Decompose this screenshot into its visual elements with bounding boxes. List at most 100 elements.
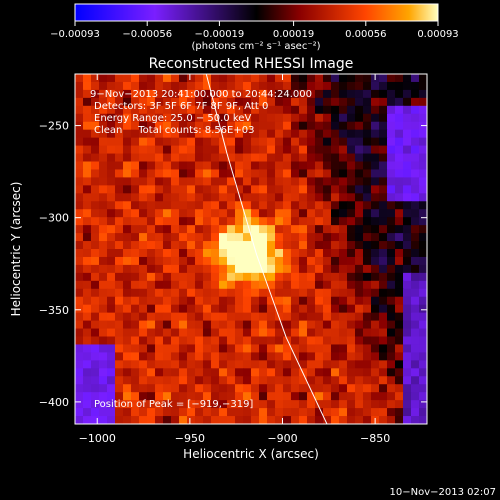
heatmap-cell: [267, 217, 276, 226]
heatmap-cell: [115, 336, 124, 346]
heatmap-cell: [395, 225, 404, 234]
heatmap-cell: [411, 225, 420, 234]
heatmap-cell: [123, 360, 132, 369]
heatmap-cell: [243, 384, 252, 393]
heatmap-cell: [163, 185, 172, 194]
heatmap-cell: [315, 129, 324, 139]
heatmap-cell: [75, 280, 84, 290]
heatmap-cell: [227, 280, 236, 290]
heatmap-cell: [315, 392, 324, 401]
heatmap-cell: [227, 105, 236, 115]
heatmap-cell: [347, 360, 356, 369]
heatmap-cell: [83, 352, 92, 361]
heatmap-cell: [331, 193, 340, 202]
heatmap-cell: [379, 201, 388, 210]
colorbar-units: (photons cm⁻² s⁻¹ asec⁻²): [191, 41, 320, 52]
heatmap-cell: [363, 272, 372, 282]
heatmap-cell: [291, 105, 300, 115]
heatmap-cell: [291, 74, 300, 83]
heatmap-cell: [387, 280, 396, 290]
heatmap-cell: [227, 209, 236, 218]
heatmap-cell: [403, 344, 412, 354]
heatmap-cell: [275, 153, 284, 163]
heatmap-cell: [291, 288, 300, 298]
heatmap-cell: [99, 193, 108, 202]
heatmap-cell: [307, 145, 316, 155]
heatmap-cell: [99, 392, 108, 401]
heatmap-cell: [283, 408, 292, 417]
heatmap-cell: [379, 368, 388, 377]
heatmap-cell: [283, 129, 292, 139]
heatmap-cell: [131, 97, 140, 107]
heatmap-cell: [203, 264, 212, 274]
heatmap-cell: [163, 201, 172, 210]
heatmap-cell: [123, 328, 132, 338]
heatmap-cell: [115, 113, 124, 123]
heatmap-cell: [75, 256, 84, 266]
heatmap-cell: [83, 81, 92, 91]
heatmap-cell: [187, 153, 196, 163]
heatmap-cell: [219, 81, 228, 91]
heatmap-cell: [259, 201, 268, 210]
heatmap-cell: [315, 97, 324, 107]
heatmap-cell: [123, 312, 132, 322]
colorbar: [74, 3, 439, 22]
heatmap-cell: [123, 320, 132, 330]
heatmap-cell: [419, 193, 427, 202]
heatmap-cell: [291, 392, 300, 401]
heatmap-cell: [323, 169, 332, 179]
heatmap-cell: [163, 193, 172, 202]
heatmap-cell: [171, 81, 180, 91]
heatmap-cell: [99, 352, 108, 361]
heatmap-cell: [227, 408, 236, 417]
heatmap-cell: [131, 177, 140, 186]
heatmap-cell: [99, 97, 108, 107]
heatmap-cell: [171, 392, 180, 401]
heatmap-cell: [251, 105, 260, 115]
heatmap-cell: [419, 217, 427, 226]
heatmap-cell: [99, 113, 108, 123]
heatmap-cell: [211, 304, 220, 314]
heatmap-cell: [235, 97, 244, 107]
heatmap-cell: [171, 177, 180, 186]
heatmap-cell: [395, 376, 404, 385]
heatmap-cell: [363, 129, 372, 139]
heatmap-cell: [259, 89, 268, 99]
heatmap-cell: [235, 408, 244, 417]
heatmap-cell: [179, 344, 188, 354]
heatmap-cell: [147, 376, 156, 385]
heatmap-cell: [331, 209, 340, 218]
heatmap-cell: [107, 288, 116, 298]
heatmap-cell: [203, 105, 212, 115]
heatmap-cell: [251, 89, 260, 99]
heatmap-cell: [155, 153, 164, 163]
heatmap-cell: [131, 344, 140, 354]
heatmap-cell: [211, 249, 220, 258]
heatmap-cell: [403, 129, 412, 139]
heatmap-cell: [99, 360, 108, 369]
heatmap-cell: [203, 256, 212, 266]
heatmap-cell: [347, 217, 356, 226]
heatmap-cell: [99, 241, 108, 250]
heatmap-cell: [155, 209, 164, 218]
heatmap-cell: [403, 209, 412, 218]
heatmap-cell: [187, 201, 196, 210]
heatmap-cell: [371, 129, 380, 139]
heatmap-cell: [331, 201, 340, 210]
heatmap-cell: [131, 312, 140, 322]
heatmap-cell: [203, 137, 212, 147]
heatmap-cell: [147, 249, 156, 258]
heatmap-cell: [203, 113, 212, 123]
heatmap-cell: [315, 280, 324, 290]
heatmap-cell: [267, 328, 276, 338]
heatmap-cell: [131, 368, 140, 377]
heatmap-cell: [179, 280, 188, 290]
heatmap-cell: [299, 97, 308, 107]
heatmap-cell: [275, 145, 284, 155]
heatmap-cell: [323, 233, 332, 242]
heatmap-cell: [99, 177, 108, 186]
heatmap-cell: [363, 241, 372, 250]
heatmap-cell: [243, 121, 252, 131]
heatmap-cell: [291, 145, 300, 155]
heatmap-cell: [75, 209, 84, 218]
